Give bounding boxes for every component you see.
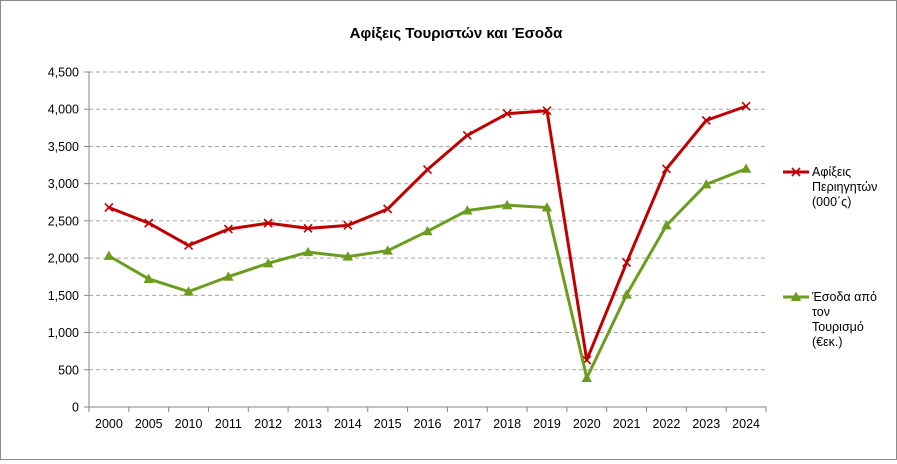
x-tick-label: 2023 — [692, 417, 720, 431]
y-tick-label: 500 — [58, 363, 79, 377]
x-tick-label: 2021 — [613, 417, 641, 431]
data-point-1 — [223, 271, 234, 281]
data-point-0 — [343, 220, 353, 230]
data-point-0 — [303, 223, 313, 233]
data-point-0 — [622, 258, 632, 268]
y-tick-label: 2,500 — [48, 214, 79, 228]
data-point-0 — [223, 224, 233, 234]
data-point-1 — [342, 251, 354, 261]
legend-label: (€εκ.) — [812, 335, 843, 349]
data-point-1 — [701, 179, 712, 189]
data-point-0 — [144, 218, 154, 228]
y-tick-label: 0 — [72, 401, 79, 415]
data-point-1 — [501, 199, 513, 210]
x-tick-label: 2024 — [732, 417, 760, 431]
series-lines — [103, 101, 752, 382]
data-point-1 — [740, 163, 752, 173]
data-point-0 — [701, 115, 711, 125]
data-point-1 — [143, 273, 154, 283]
legend-label: Τουρισμό — [812, 320, 864, 334]
data-point-0 — [502, 109, 512, 119]
legend-label: Αφίξεις — [812, 165, 851, 179]
data-point-0 — [104, 202, 114, 213]
x-tick-label: 2000 — [95, 417, 123, 431]
legend-label: (000΄ς) — [812, 195, 851, 209]
data-point-1 — [661, 220, 672, 230]
x-tick-label: 2017 — [453, 417, 481, 431]
legend-swatch-marker — [790, 291, 802, 302]
x-tick-label: 2020 — [573, 417, 601, 431]
data-point-0 — [263, 218, 273, 228]
data-point-1 — [103, 250, 115, 260]
data-point-0 — [422, 164, 433, 175]
data-point-0 — [741, 101, 751, 111]
y-tick-label: 1,000 — [48, 326, 79, 340]
gridlines — [89, 71, 766, 371]
x-tick-label: 2014 — [334, 417, 362, 431]
y-tick-label: 3,500 — [48, 140, 79, 154]
data-point-0 — [462, 130, 472, 140]
data-point-1 — [541, 202, 553, 212]
axes — [84, 71, 767, 412]
data-point-1 — [422, 225, 433, 236]
x-tick-label: 2012 — [254, 417, 282, 431]
data-point-1 — [621, 289, 632, 299]
y-axis-ticks: 0 500 1,000 1,500 2,000 2,500 3,000 3,500 4,000 4… — [48, 66, 79, 415]
x-tick-label: 2013 — [294, 417, 322, 431]
y-tick-label: 1,500 — [48, 289, 79, 303]
x-tick-label: 2005 — [135, 417, 163, 431]
data-point-1 — [462, 205, 473, 215]
x-tick-label: 2010 — [175, 417, 203, 431]
data-point-1 — [581, 372, 592, 382]
y-tick-label: 2,000 — [48, 252, 79, 266]
data-point-1 — [263, 257, 274, 268]
chart-title: Αφίξεις Τουριστών και Έσοδα — [350, 25, 564, 42]
x-tick-label: 2016 — [414, 417, 442, 431]
legend-swatch-marker — [791, 167, 801, 177]
data-point-1 — [302, 246, 314, 257]
data-point-0 — [661, 164, 672, 174]
legend-label: τον — [812, 305, 830, 319]
x-tick-label: 2022 — [653, 417, 681, 431]
y-tick-label: 4,500 — [48, 66, 79, 80]
y-tick-label: 4,000 — [48, 103, 79, 117]
data-point-1 — [382, 245, 393, 255]
y-tick-label: 3,000 — [48, 177, 79, 191]
data-point-0 — [183, 240, 194, 251]
legend-label: Περιηγητών — [812, 180, 877, 194]
series-line-1 — [107, 167, 748, 380]
x-tick-label: 2015 — [374, 417, 402, 431]
data-point-0 — [542, 106, 552, 116]
x-tick-label: 2019 — [533, 417, 561, 431]
x-axis-ticks: 2000 2005 2010 2011 2012 2013 2014 2015 2016 2017… — [95, 417, 760, 431]
data-point-0 — [383, 204, 393, 214]
x-tick-label: 2011 — [215, 417, 242, 431]
legend-label: Έσοδα από — [811, 290, 877, 304]
x-tick-label: 2018 — [493, 417, 521, 431]
data-point-1 — [183, 286, 194, 296]
